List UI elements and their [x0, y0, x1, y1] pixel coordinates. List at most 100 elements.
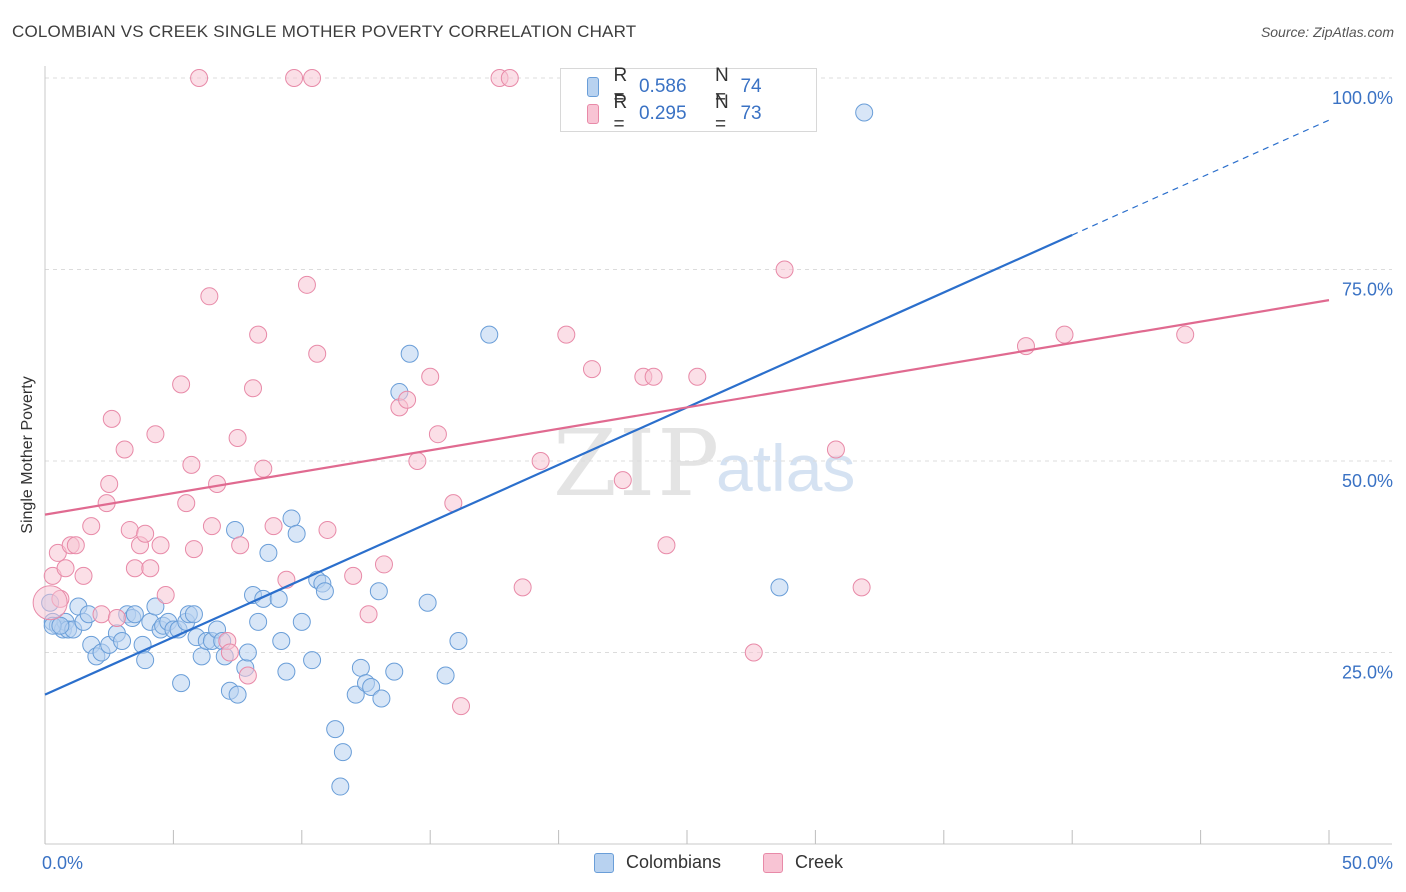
creek-point [688, 367, 707, 386]
colombians-point [315, 582, 334, 601]
creek-point [398, 390, 417, 409]
colombians-point [226, 520, 245, 539]
legend-label-colombians: Colombians [626, 852, 722, 872]
legend-item-creek[interactable]: Creek [763, 852, 843, 873]
creek-point [220, 643, 239, 662]
watermark-zip: ZIP [553, 410, 722, 517]
creek-point [513, 578, 532, 597]
colombians-point [113, 632, 132, 651]
creek-point [136, 524, 155, 543]
creek-point [308, 344, 327, 363]
stats-legend: R = 0.586 N = 74 R = 0.295 N = 73 [560, 65, 817, 135]
creek-point [74, 566, 93, 585]
creek-point [238, 666, 257, 685]
creek-swatch [587, 104, 600, 124]
colombians-trendline [44, 234, 1073, 696]
colombians-point [385, 662, 404, 681]
colombians-point [333, 743, 352, 762]
creek-point [66, 536, 85, 555]
creek-point [231, 536, 250, 555]
creek-trendline [44, 299, 1330, 516]
creek-point [56, 559, 75, 578]
colombians-point [362, 677, 381, 696]
creek-point [172, 375, 191, 394]
creek-point [182, 455, 201, 474]
colombians-point [303, 651, 322, 670]
y-tick-label: 50.0% [1342, 471, 1393, 491]
legend-label-creek: Creek [795, 852, 844, 872]
n-label: N = [714, 92, 729, 135]
creek-point [428, 425, 447, 444]
creek-point [303, 69, 322, 87]
creek-point [82, 517, 101, 536]
colombians-point [238, 643, 257, 662]
colombians-point [449, 632, 468, 651]
stats-row-colombians: R = 0.586 N = 74 [587, 65, 816, 108]
colombians-point [172, 674, 191, 693]
colombians-point [287, 524, 306, 543]
colombians-point [400, 344, 419, 363]
creek-point [177, 494, 196, 513]
colombians-point [855, 103, 874, 122]
colombians-point [436, 666, 455, 685]
creek-point [125, 559, 144, 578]
colombians-point [184, 605, 203, 624]
colombians-point [326, 720, 345, 739]
creek-point [120, 520, 139, 539]
creek-point [1055, 325, 1074, 344]
colombians-point [192, 647, 211, 666]
creek-point-large [32, 585, 68, 621]
colombians-point [346, 685, 365, 704]
r-value: 0.295 [638, 103, 687, 124]
creek-point [100, 474, 119, 493]
creek-point [102, 409, 121, 428]
creek-point [254, 459, 273, 478]
r-value: 0.586 [638, 76, 687, 97]
creek-point [184, 540, 203, 559]
creek-point [146, 425, 165, 444]
y-axis-label: Single Mother Poverty [19, 376, 36, 534]
x-tick-label: 50.0% [1342, 853, 1393, 873]
colombians-point [770, 578, 789, 597]
creek-point [228, 429, 247, 448]
creek-point [264, 517, 283, 536]
x-tick-label: 0.0% [42, 853, 83, 873]
colombians-point [259, 543, 278, 562]
colombians-point [282, 509, 301, 528]
chart-title: COLOMBIAN VS CREEK SINGLE MOTHER POVERTY… [12, 22, 637, 41]
creek-point [613, 471, 632, 490]
colombians-point [272, 632, 291, 651]
n-value: 74 [740, 76, 762, 97]
creek-point [249, 325, 268, 344]
creek-point [744, 643, 763, 662]
creek-point [531, 452, 550, 470]
creek-point [285, 69, 304, 87]
creek-point [156, 586, 175, 605]
r-label: R = [613, 92, 628, 135]
colombians-swatch [587, 77, 600, 97]
creek-point [644, 367, 663, 386]
stats-row-creek: R = 0.295 N = 73 [587, 92, 816, 135]
creek-point [141, 559, 160, 578]
legend-item-colombians[interactable]: Colombians [594, 852, 721, 873]
colombians-point [418, 593, 437, 612]
creek-point [374, 555, 393, 574]
creek-point [408, 452, 427, 470]
creek-point [582, 360, 601, 379]
colombians-point [228, 685, 247, 704]
creek-point [190, 69, 209, 87]
chart-source: Source: ZipAtlas.com [1260, 24, 1394, 40]
creek-point [318, 520, 337, 539]
creek-point [344, 566, 363, 585]
series-legend: Colombians Creek [0, 850, 1406, 878]
colombians-point [372, 689, 391, 708]
creek-point [359, 605, 378, 624]
colombians-point [292, 612, 311, 631]
colombians-point [146, 597, 165, 616]
colombians-point [136, 651, 155, 670]
creek-point [852, 578, 871, 597]
creek-point [826, 440, 845, 459]
creek-point [200, 287, 219, 306]
creek-point [151, 536, 170, 555]
